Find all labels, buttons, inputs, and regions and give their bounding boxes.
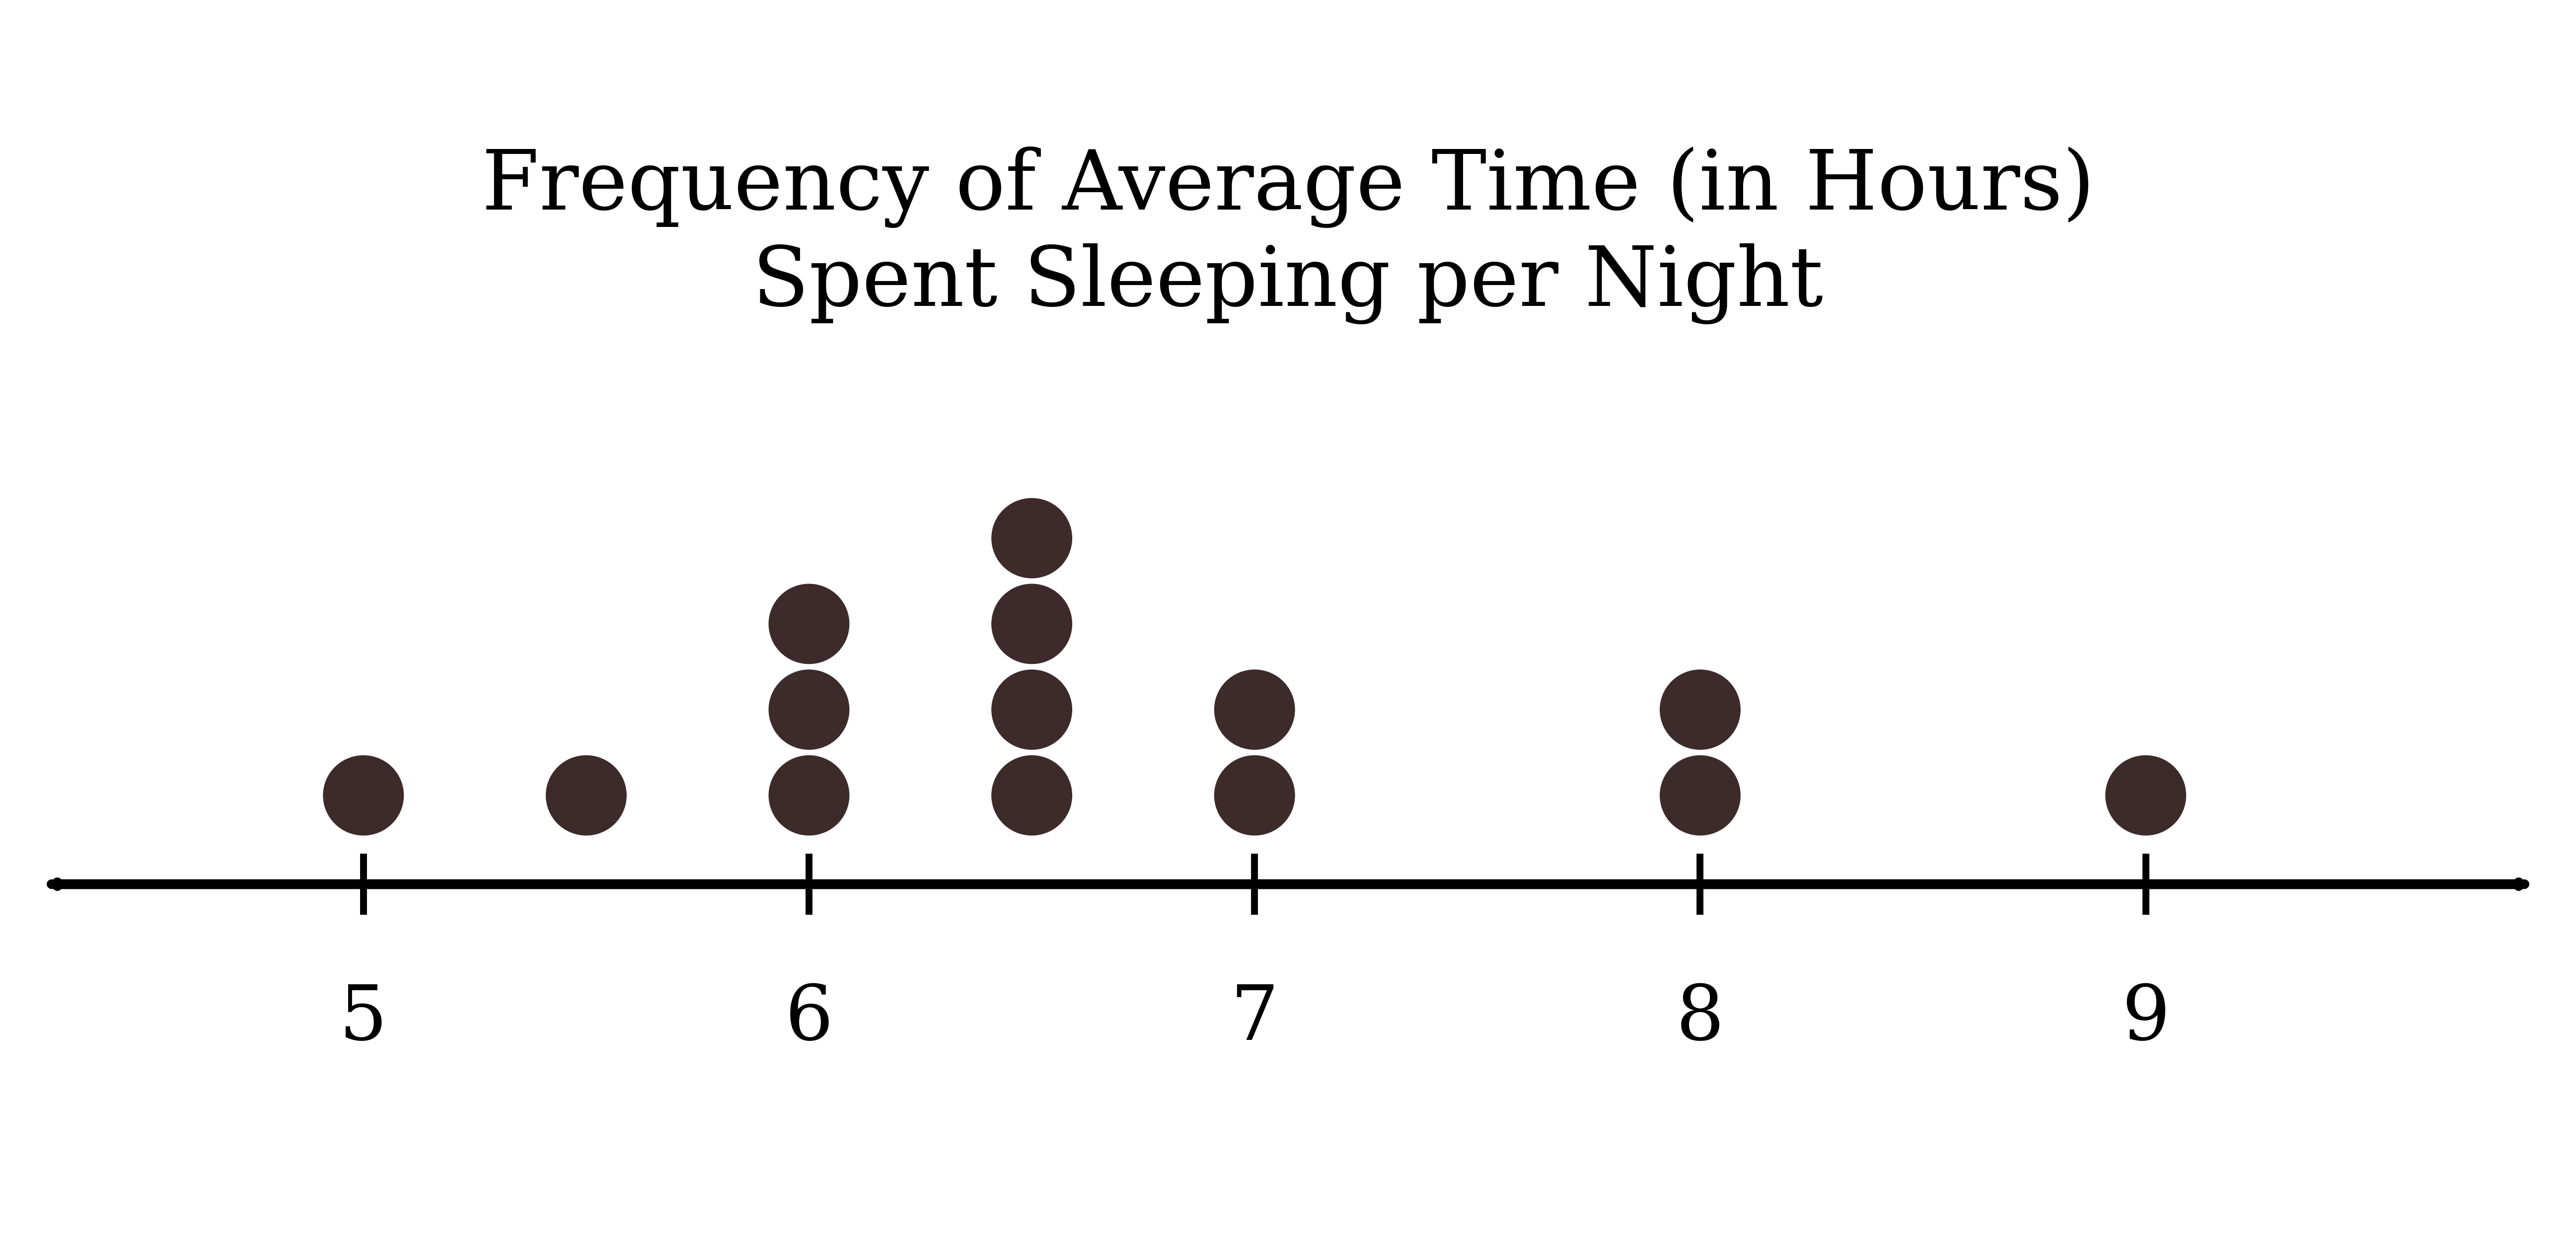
Text: 5: 5 — [340, 983, 386, 1056]
Ellipse shape — [1213, 669, 1296, 749]
Text: 7: 7 — [1231, 983, 1278, 1056]
Ellipse shape — [768, 755, 850, 835]
Ellipse shape — [325, 755, 404, 835]
Ellipse shape — [768, 669, 850, 749]
Ellipse shape — [546, 755, 626, 835]
Ellipse shape — [1659, 755, 1741, 835]
Text: 8: 8 — [1677, 983, 1723, 1056]
Text: Frequency of Average Time (in Hours)
Spent Sleeping per Night: Frequency of Average Time (in Hours) Spe… — [482, 147, 2094, 325]
Text: 6: 6 — [786, 983, 832, 1056]
Text: 9: 9 — [2123, 983, 2169, 1056]
Ellipse shape — [1659, 669, 1741, 749]
Ellipse shape — [2105, 755, 2187, 835]
Ellipse shape — [768, 585, 850, 664]
Ellipse shape — [1213, 755, 1296, 835]
Ellipse shape — [992, 755, 1072, 835]
Ellipse shape — [992, 669, 1072, 749]
Ellipse shape — [992, 499, 1072, 578]
Ellipse shape — [992, 585, 1072, 664]
